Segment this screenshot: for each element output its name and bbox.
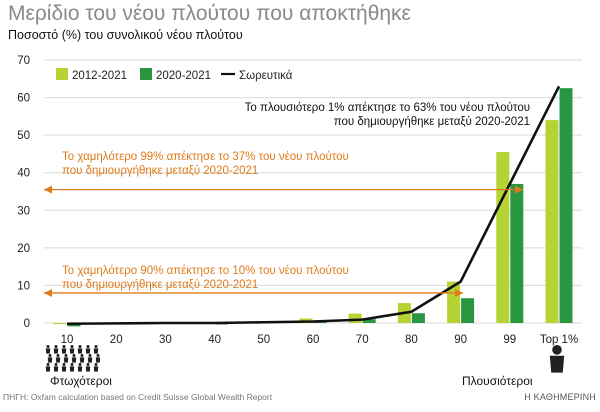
person-icon	[85, 345, 91, 354]
x-tick-label: 80	[405, 334, 418, 346]
person-icon	[87, 354, 93, 363]
annotation-arrow-head-right	[515, 185, 523, 194]
x-tick-label: 20	[110, 334, 123, 346]
annotation-text: Το χαμηλότερο 99% απέκτησε το 37% του νέ…	[62, 151, 349, 163]
annotation-text: που δημιουργήθηκε μεταξύ 2020-2021	[62, 165, 258, 177]
bar	[348, 313, 362, 323]
y-tick-label: 20	[17, 243, 30, 255]
person-icon	[85, 363, 91, 372]
person-icon	[61, 363, 67, 372]
legend-swatch	[140, 68, 152, 80]
chart-canvas: 0 10 20 30 40 50 60 70 10 20 30 40 50 60 70 80 90 99 Top 1…	[17, 55, 582, 346]
annotation-arrow-head-right	[455, 288, 463, 297]
legend-swatch	[56, 68, 68, 80]
legend-label: 2012-2021	[72, 70, 127, 82]
annotation-text: Το χαμηλότερο 90% απέκτησε το 10% του νέ…	[62, 265, 349, 277]
legend-label: 2020-2021	[156, 70, 211, 82]
bar	[496, 152, 510, 323]
x-tick-label: 50	[257, 334, 270, 346]
person-icon	[93, 345, 99, 354]
annotation-text: που δημιουργήθηκε μεταξύ 2020-2021	[334, 116, 530, 128]
annotation-text: Το πλουσιότερο 1% απέκτησε το 63% του νέ…	[245, 102, 530, 114]
x-tick-label: 90	[454, 334, 467, 346]
poorer-label: Φτωχότεροι	[50, 374, 112, 388]
y-tick-label: 40	[17, 168, 30, 180]
publisher-credit: Η ΚΑΘΗΜΕΡΙΝΗ	[524, 392, 596, 402]
annotation-text: που δημιουργήθηκε μεταξύ 2020-2021	[62, 279, 258, 291]
person-icon	[69, 363, 75, 372]
person-icon	[53, 363, 59, 372]
x-tick-label: Top 1%	[540, 334, 578, 346]
y-tick-label: 0	[24, 318, 30, 330]
person-icon	[53, 345, 59, 354]
person-icon	[93, 363, 99, 372]
person-icon	[55, 354, 61, 363]
chart-title: Μερίδιο του νέου πλούτου που αποκτήθηκε	[8, 2, 411, 25]
annotation-arrow-head-left	[44, 185, 52, 194]
x-tick-label: 70	[356, 334, 369, 346]
x-tick-label: 60	[307, 334, 320, 346]
y-tick-label: 60	[17, 93, 30, 105]
x-tick-label: 99	[503, 334, 516, 346]
y-tick-label: 50	[17, 130, 30, 142]
bar	[411, 313, 425, 323]
person-icon	[45, 363, 51, 372]
y-tick-label: 30	[17, 205, 30, 217]
person-icon	[63, 354, 69, 363]
person-icon	[69, 345, 75, 354]
annotation-arrow-head-left	[44, 288, 52, 297]
bar	[545, 120, 559, 323]
y-tick-label: 70	[17, 55, 30, 67]
person-icon	[549, 345, 565, 373]
person-icon	[47, 354, 53, 363]
source-note: ΠΗΓΗ: Oxfam calculation based on Credit …	[3, 392, 273, 402]
bar	[461, 298, 475, 323]
person-icon	[45, 345, 51, 354]
cumulative-line	[66, 85, 561, 326]
chart-subtitle: Ποσοστό (%) του συνολικού νέου πλούτου	[8, 28, 243, 42]
bar	[362, 319, 376, 323]
person-icon	[71, 354, 77, 363]
poor-people-icon	[45, 345, 100, 372]
y-tick-label: 10	[17, 280, 30, 292]
x-tick-label: 30	[159, 334, 172, 346]
bar	[510, 183, 524, 323]
x-tick-label: 10	[61, 334, 74, 346]
person-icon	[95, 354, 100, 363]
richer-label: Πλουσιότεροι	[462, 374, 533, 388]
person-icon	[61, 345, 67, 354]
x-tick-label: 40	[208, 334, 221, 346]
person-icon	[77, 363, 83, 372]
rich-people-icon	[549, 345, 565, 373]
person-icon	[77, 345, 83, 354]
person-icon	[79, 354, 85, 363]
bar	[53, 323, 67, 325]
legend-label: Σωρευτικά	[239, 70, 293, 82]
bar	[559, 88, 573, 323]
